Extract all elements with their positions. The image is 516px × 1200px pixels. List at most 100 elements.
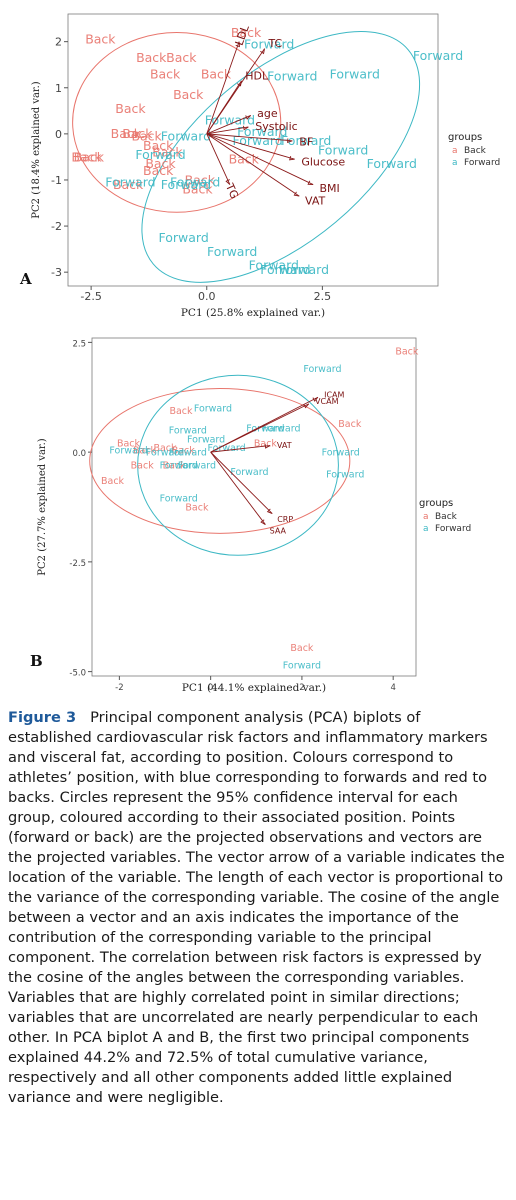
vector-label: TC [267,37,282,50]
point-back: Back [166,50,197,65]
vector-arrowhead [260,519,266,525]
confidence-ellipse-back [72,31,282,213]
point-forward: Forward [279,262,329,277]
point-back: Back [131,461,155,472]
point-forward: Forward [187,434,225,445]
point-forward: Forward [249,258,299,273]
vector-label: Glucose [301,156,345,169]
vector-label: TG [222,181,241,201]
point-forward: Forward [178,461,216,472]
point-forward: Forward [322,447,360,458]
point-forward: Forward [230,467,268,478]
vector-label: age [257,107,278,120]
point-back: Back [172,445,196,456]
point-back: Back [173,87,204,102]
point-back: Back [153,443,177,454]
panel-label: A [19,270,32,288]
point-forward: Forward [326,469,364,480]
point-forward: Forward [260,262,310,277]
plot-area [91,337,417,677]
vector-arrow [206,133,231,185]
vector-arrowhead [289,155,295,161]
vector-arrowhead [266,508,273,515]
point-forward: Forward [205,112,255,127]
point-back: Back [338,419,362,430]
legend-entry-forward: Forward [435,524,471,534]
point-forward: Forward [169,447,207,458]
point-back: Back [254,439,278,450]
point-back: Back [395,346,419,357]
point-forward: Forward [303,364,341,375]
confidence-ellipse-back [89,387,351,534]
point-forward: Forward [109,445,147,456]
y-tick-label: 0.0 [72,449,86,459]
point-forward: Forward [318,142,368,157]
point-forward: Forward [330,66,380,81]
vector-arrow [206,126,249,135]
vector-arrowhead [237,80,242,87]
point-back: Back [182,182,213,197]
point-back: Back [150,66,181,81]
point-forward: Forward [161,129,211,144]
point-forward: Forward [146,447,184,458]
vector-arrowhead [245,115,252,120]
y-axis-label: PC2 (27.7% explained var.) [37,438,48,575]
vector-arrow [210,403,309,453]
vector-label: SAA [270,526,287,535]
x-tick-label: 0 [208,683,213,693]
x-axis-label: PC1 (44.1% explained var.) [182,682,326,694]
y-tick-label: 1 [55,82,62,95]
point-forward: Forward [160,494,198,505]
vector-arrow [210,445,271,453]
y-tick-label: -3 [51,266,62,279]
vector-arrow [206,133,314,185]
point-back: Back [122,126,153,141]
point-forward: Forward [267,69,317,84]
vector-arrowhead [225,179,231,185]
legend-entry-back: Back [464,146,487,156]
plot-area [67,13,439,287]
point-forward: Forward [105,175,155,190]
point-forward: Forward [244,36,294,51]
vector-arrow [206,133,300,197]
point-back: Back [136,50,167,65]
legend-key-forward: a [423,524,429,534]
vector-label: Systolic [255,120,297,133]
legend-title: groups [419,498,453,509]
point-back: Back [113,177,144,192]
point-forward: Forward [283,660,321,671]
vector-arrow [206,80,242,135]
point-forward: Forward [281,133,331,148]
y-axis-label: PC2 (18.4% explained var.) [31,81,42,218]
y-tick-label: -2 [51,220,62,233]
point-forward: Forward [413,48,463,63]
confidence-ellipse-forward [137,374,339,556]
vector-label: BMI [319,182,339,195]
point-forward: Forward [161,177,211,192]
vector-arrow [210,451,266,525]
legend-entry-forward: Forward [464,158,500,168]
point-back: Back [152,145,183,160]
point-forward: Forward [169,426,207,437]
point-back: Back [117,439,141,450]
y-tick-label: 2.5 [72,339,86,349]
x-tick-label: -2.5 [80,290,101,303]
vector-arrowhead [287,138,293,143]
point-forward: Forward [207,244,257,259]
y-tick-label: -2.5 [69,559,86,569]
vector-arrowhead [243,125,249,131]
vector-label: BF [299,136,313,149]
point-back: Back [185,502,209,513]
point-forward: Forward [160,461,198,472]
vector-arrowhead [264,444,271,449]
vector-arrow [210,451,273,514]
confidence-ellipse-forward [141,31,421,283]
vector-arrowhead [303,403,310,409]
caption-gap [76,709,90,726]
point-forward: Forward [367,156,417,171]
vector-arrowhead [312,396,319,402]
vector-arrow [206,133,293,142]
point-forward: Forward [237,124,287,139]
vector-arrowhead [293,191,300,197]
point-back: Back [231,25,262,40]
